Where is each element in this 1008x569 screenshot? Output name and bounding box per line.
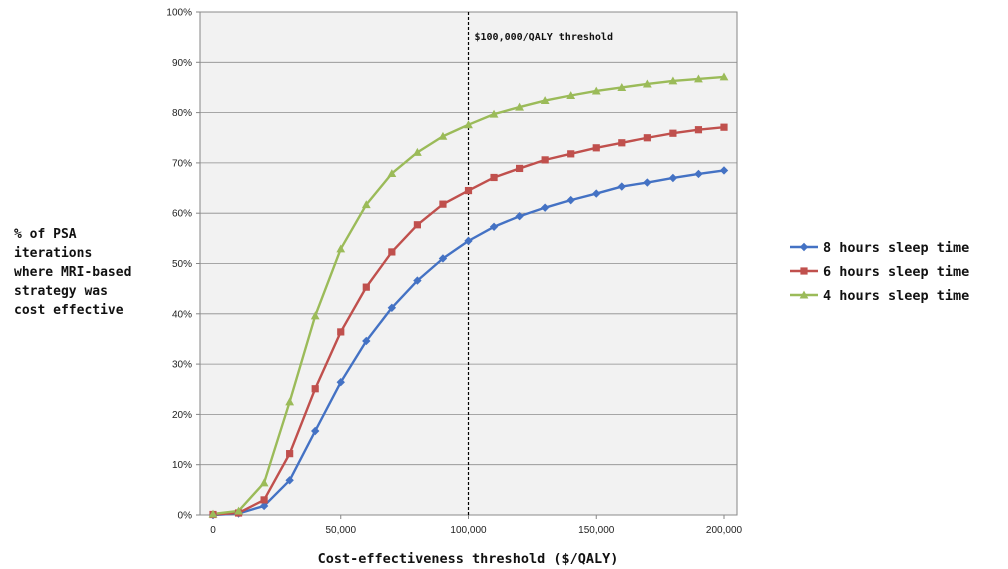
data-point-series-1 bbox=[311, 426, 320, 436]
data-point-series-2 bbox=[464, 186, 473, 195]
data-point-series-1 bbox=[387, 303, 397, 312]
data-point-series-3 bbox=[387, 169, 397, 177]
y-tick-label: 20% bbox=[172, 410, 192, 421]
threshold-label: $100,000/QALY threshold bbox=[475, 32, 613, 43]
legend-marker-1 bbox=[799, 242, 809, 252]
data-point-series-2 bbox=[618, 139, 626, 147]
data-point-series-3 bbox=[489, 109, 499, 118]
data-point-series-3 bbox=[617, 83, 627, 91]
data-point-series-1 bbox=[362, 336, 371, 346]
data-point-series-2 bbox=[413, 221, 421, 229]
y-tick-label: 100% bbox=[166, 8, 192, 19]
legend-label-3: 4 hours sleep time bbox=[823, 288, 969, 304]
legend-marker-3 bbox=[799, 290, 809, 299]
data-point-series-2 bbox=[388, 248, 396, 256]
data-point-series-3 bbox=[234, 506, 243, 515]
y-tick-label: 30% bbox=[172, 360, 192, 371]
data-point-series-2 bbox=[311, 385, 319, 393]
y-axis-ticks: 0% 10% 20% 30% 40% 50% 60% 70% 80% 90% 100% bbox=[166, 8, 200, 522]
data-point-series-3 bbox=[361, 200, 371, 209]
data-point-series-3 bbox=[413, 147, 422, 156]
data-point-series-1 bbox=[438, 254, 448, 263]
data-point-series-2 bbox=[720, 123, 728, 131]
data-point-series-1 bbox=[617, 182, 626, 191]
y-tick-label: 0% bbox=[178, 511, 193, 522]
data-point-series-1 bbox=[592, 189, 601, 198]
y-tick-label: 50% bbox=[172, 259, 192, 270]
data-point-series-3 bbox=[566, 91, 576, 100]
data-point-series-3 bbox=[285, 397, 295, 406]
data-point-series-1 bbox=[566, 195, 575, 205]
data-point-series-2 bbox=[490, 173, 498, 182]
threshold-annotation: $100,000/QALY threshold bbox=[467, 12, 613, 515]
y-tick-label: 10% bbox=[172, 460, 192, 471]
y-tick-label: 90% bbox=[172, 58, 192, 69]
x-tick-label: 0 bbox=[210, 525, 216, 536]
data-point-series-1 bbox=[285, 476, 294, 485]
data-point-series-3 bbox=[336, 244, 346, 253]
data-point-series-1 bbox=[540, 203, 550, 212]
y-axis-title-line-1: % of PSA bbox=[14, 227, 77, 242]
x-axis-title: Cost-effectiveness threshold ($/QALY) bbox=[318, 551, 619, 567]
data-point-series-3 bbox=[515, 102, 524, 111]
data-point-series-1 bbox=[336, 378, 345, 387]
data-point-series-2 bbox=[669, 129, 677, 137]
y-tick-label: 40% bbox=[172, 309, 192, 320]
data-point-series-2 bbox=[694, 126, 703, 134]
y-axis-title-line-3: where MRI-based bbox=[14, 265, 131, 280]
data-point-series-1 bbox=[643, 178, 652, 187]
data-point-series-2 bbox=[592, 144, 600, 152]
data-point-series-1 bbox=[464, 236, 473, 246]
legend-label-2: 6 hours sleep time bbox=[823, 264, 969, 280]
data-point-series-3 bbox=[668, 76, 678, 85]
data-point-series-3 bbox=[438, 131, 448, 140]
y-tick-label: 60% bbox=[172, 209, 192, 220]
y-axis-title-line-2: iterations bbox=[14, 246, 92, 261]
x-tick-label: 200,000 bbox=[706, 525, 743, 536]
data-point-series-2 bbox=[337, 328, 345, 336]
x-tick-label: 150,000 bbox=[578, 525, 615, 536]
legend: 8 hours sleep time 6 hours sleep time 4 ho… bbox=[790, 240, 969, 304]
legend-marker-2 bbox=[800, 267, 808, 275]
data-point-series-2 bbox=[286, 450, 294, 458]
data-point-series-3 bbox=[719, 72, 729, 81]
data-point-series-1 bbox=[515, 212, 524, 221]
data-point-series-1 bbox=[694, 169, 703, 179]
data-point-series-2 bbox=[439, 200, 447, 208]
series-markers bbox=[208, 72, 729, 520]
data-point-series-2 bbox=[516, 164, 524, 173]
y-tick-label: 70% bbox=[172, 158, 192, 169]
data-point-series-2 bbox=[541, 156, 549, 164]
x-axis-ticks: 0 50,000 100,000 150,000 200,000 bbox=[210, 515, 743, 536]
data-point-series-3 bbox=[694, 74, 703, 83]
data-point-series-3 bbox=[310, 311, 320, 320]
x-tick-label: 100,000 bbox=[450, 525, 487, 536]
y-axis-title-line-5: cost effective bbox=[14, 303, 124, 318]
data-point-series-3 bbox=[208, 509, 218, 518]
data-point-series-2 bbox=[362, 283, 370, 291]
data-point-series-2 bbox=[567, 150, 575, 158]
data-point-series-1 bbox=[259, 501, 269, 511]
data-point-series-3 bbox=[642, 79, 652, 88]
data-point-series-1 bbox=[668, 173, 678, 183]
data-point-series-1 bbox=[719, 166, 729, 175]
data-point-series-3 bbox=[540, 96, 550, 105]
y-axis-title-line-4: strategy was bbox=[14, 284, 108, 299]
data-point-series-3 bbox=[591, 86, 601, 95]
data-point-series-3 bbox=[464, 120, 473, 129]
data-point-series-1 bbox=[489, 222, 499, 231]
data-point-series-2 bbox=[643, 134, 651, 142]
data-point-series-1 bbox=[413, 276, 422, 285]
data-point-series-3 bbox=[259, 478, 269, 487]
x-tick-label: 50,000 bbox=[325, 525, 356, 536]
data-point-series-2 bbox=[260, 496, 268, 504]
legend-label-1: 8 hours sleep time bbox=[823, 240, 969, 256]
y-tick-label: 80% bbox=[172, 108, 192, 119]
